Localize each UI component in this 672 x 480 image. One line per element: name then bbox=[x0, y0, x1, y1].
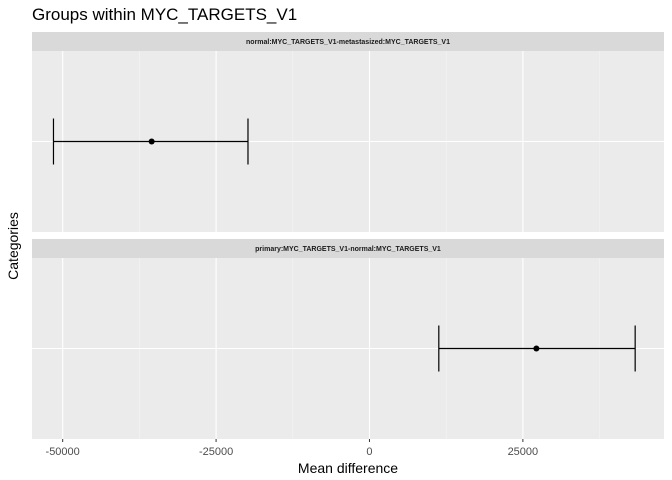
x-tick-label: -50000 bbox=[46, 446, 80, 458]
x-tick-label: -25000 bbox=[199, 446, 233, 458]
y-axis-title: Categories bbox=[5, 212, 21, 280]
x-axis-title: Mean difference bbox=[298, 460, 398, 476]
facet-panel: primary:MYC_TARGETS_V1-normal:MYC_TARGET… bbox=[32, 239, 664, 439]
facet-panels: normal:MYC_TARGETS_V1-metastasized:MYC_T… bbox=[32, 32, 664, 439]
facet-strip-label: normal:MYC_TARGETS_V1-metastasized:MYC_T… bbox=[246, 39, 450, 46]
x-tick-label: 0 bbox=[366, 446, 372, 458]
facet-panel: normal:MYC_TARGETS_V1-metastasized:MYC_T… bbox=[32, 32, 664, 232]
facet-strip bbox=[32, 239, 664, 258]
x-tick-label: 25000 bbox=[508, 446, 539, 458]
facet-strip bbox=[32, 32, 664, 51]
mean-point bbox=[533, 345, 540, 352]
facet-strip-label: primary:MYC_TARGETS_V1-normal:MYC_TARGET… bbox=[255, 246, 441, 253]
error-bar bbox=[52, 118, 249, 165]
chart-title: Groups within MYC_TARGETS_V1 bbox=[32, 5, 297, 24]
x-axis: -50000 -25000 0 25000 bbox=[46, 439, 539, 458]
mean-point bbox=[148, 138, 155, 145]
error-bar bbox=[438, 325, 636, 372]
